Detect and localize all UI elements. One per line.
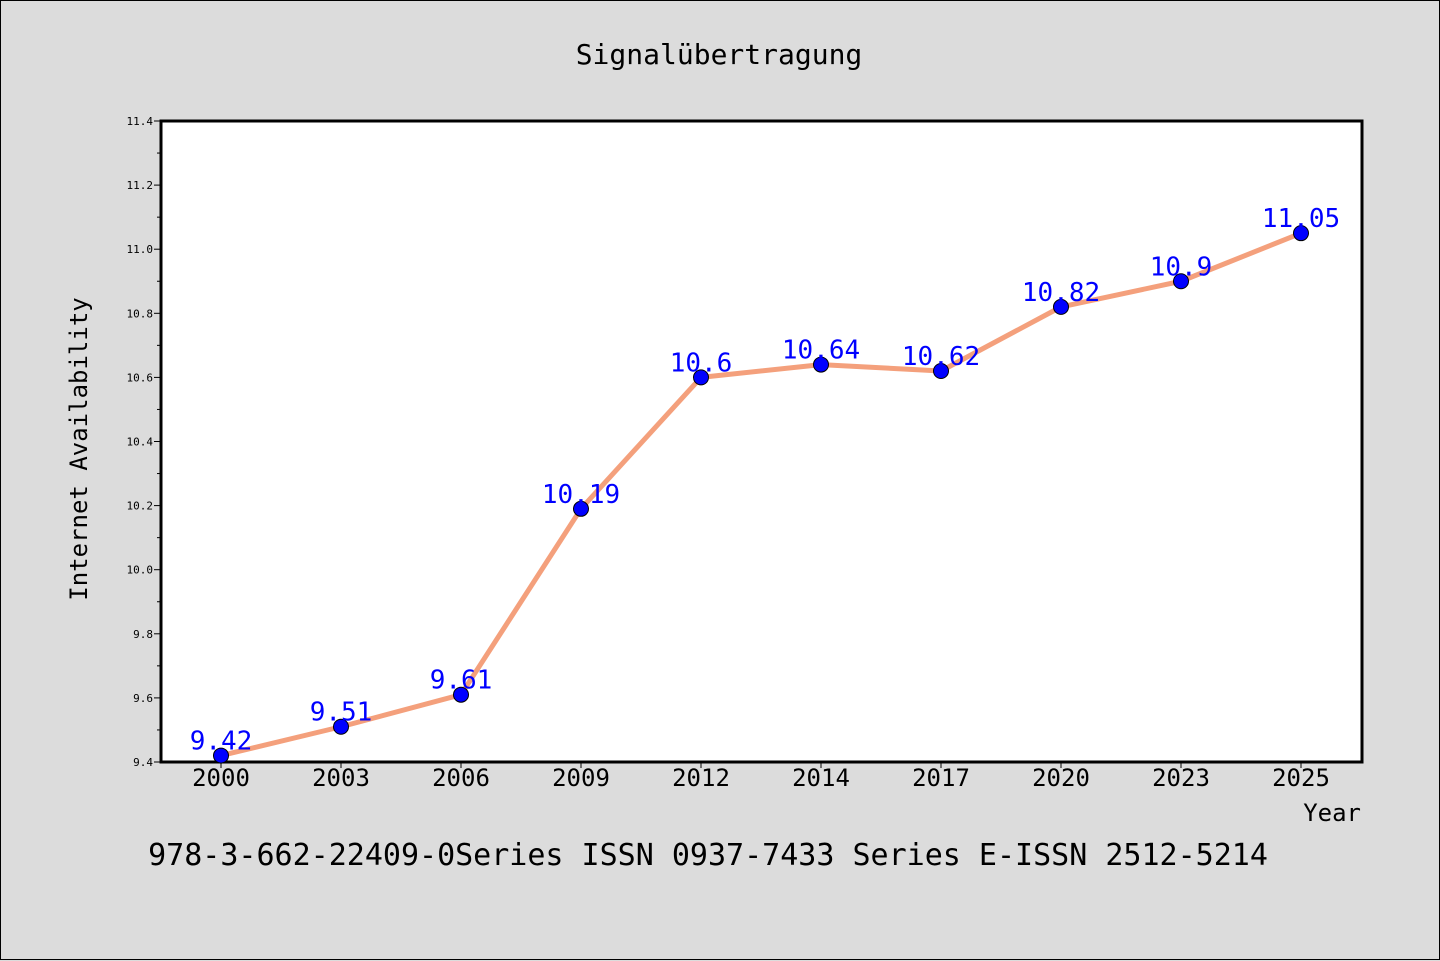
y-tick-label: 10.6 [127,371,154,384]
x-tick-label: 2025 [1272,764,1330,792]
y-tick-label: 11.4 [127,115,154,128]
y-tick-label: 11.2 [127,179,154,192]
data-label: 9.42 [190,727,253,757]
y-tick-label: 9.4 [133,756,153,769]
series-line [218,230,1304,759]
data-label: 9.61 [430,666,493,696]
x-tick-label: 2017 [912,764,970,792]
y-tick-label: 11.0 [127,243,154,256]
x-axis-label: Year [1303,799,1361,827]
data-label: 10.82 [1022,278,1100,308]
data-point [453,686,469,703]
data-label-layer: 9.42 9.51 9.61 10.19 10.6 10.64 10.62 10.82 10.9… [190,204,1340,756]
data-label: 9.51 [310,698,373,728]
data-point [1053,298,1069,315]
data-label: 11.05 [1262,204,1340,234]
x-tick-label: 2003 [312,764,370,792]
x-tick-label: 2023 [1152,764,1210,792]
data-point [693,369,709,386]
data-label: 10.6 [670,348,733,378]
y-tick-label: 10.4 [127,436,154,449]
data-label: 10.62 [902,342,980,372]
y-tick-label: 9.8 [133,628,153,641]
footer-isbn-text: 978-3-662-22409-0Series ISSN 0937-7433 S… [148,838,1268,873]
x-tick-label: 2014 [792,764,850,792]
y-tick-label: 10.8 [127,307,154,320]
data-point [1173,273,1189,290]
y-tick-label: 10.2 [127,500,154,513]
data-point [333,718,349,735]
chart-title: Signalübertragung [576,38,863,71]
data-label: 10.9 [1150,252,1213,282]
x-tick-label: 2020 [1032,764,1090,792]
x-tick-label: 2006 [432,764,490,792]
data-point [933,362,949,379]
y-tick-label: 9.6 [133,692,153,705]
marker-layer [213,225,1309,764]
plot-area [159,119,1364,764]
x-tick-label: 2012 [672,764,730,792]
x-axis: 2000 2003 2006 2009 2012 2014 2017 2020 2023 2025 [192,762,1330,792]
data-point [813,356,829,373]
x-tick-label: 2009 [552,764,610,792]
data-point [573,500,589,517]
data-point [1293,225,1309,242]
data-label: 10.64 [782,336,860,366]
series-line-layer [218,230,1304,759]
x-tick-label: 2000 [192,764,250,792]
y-axis: 9.4 9.6 9.8 10.0 10.2 10.4 10.6 10.8 11.0 11.2 11.… [127,115,161,769]
data-point [213,747,229,764]
y-tick-label: 10.0 [127,564,154,577]
data-label: 10.19 [542,480,620,510]
y-axis-label: Internet Availability [65,297,93,600]
